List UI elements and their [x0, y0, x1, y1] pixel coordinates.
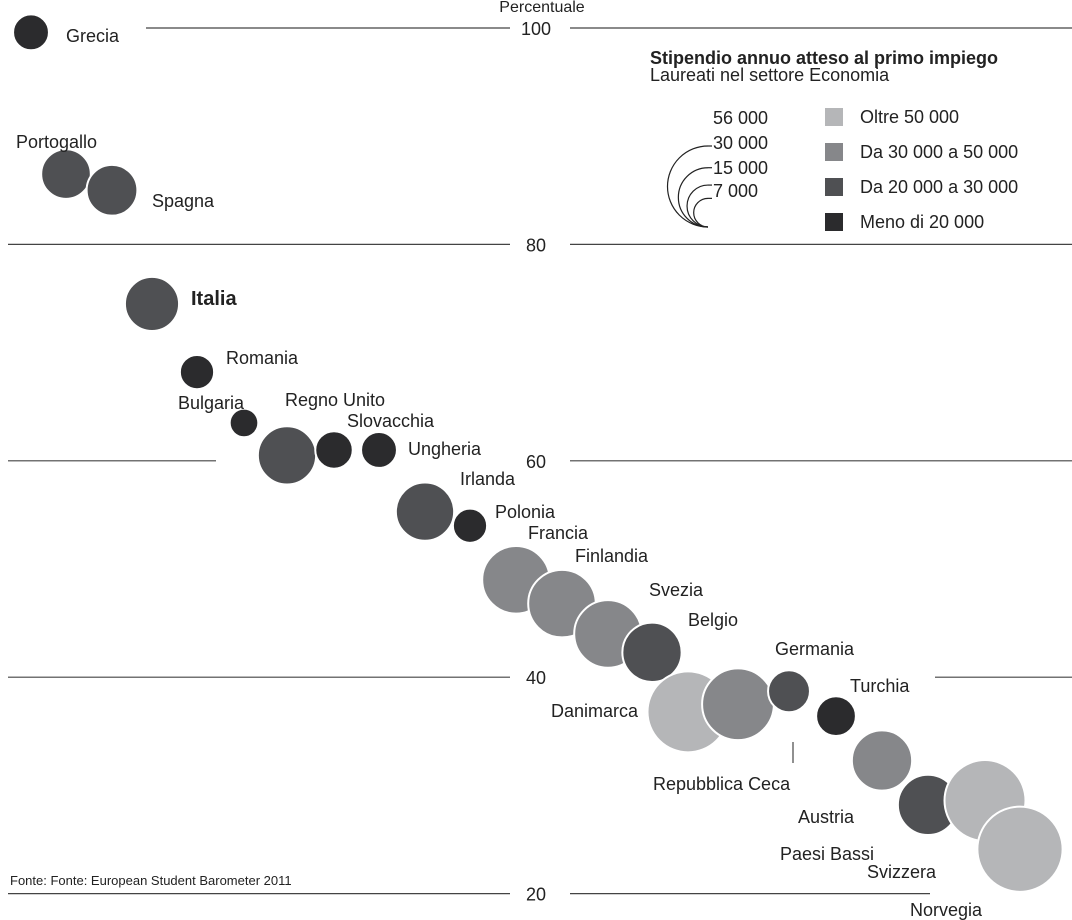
- color-legend-label-1: Oltre 50 000: [860, 107, 959, 127]
- size-legend-label-2: 30 000: [713, 133, 768, 153]
- color-swatch-2: [825, 143, 843, 161]
- color-legend-label-3: Da 20 000 a 30 000: [860, 177, 1018, 197]
- label-belgio: Belgio: [688, 610, 738, 630]
- y-tick-label-20: 20: [526, 885, 546, 905]
- color-swatch-4: [825, 213, 843, 231]
- bubble-germania: [701, 667, 775, 742]
- label-norvegia: Norvegia: [910, 900, 983, 920]
- bubble-portogallo: [40, 148, 92, 200]
- label-irlanda: Irlanda: [460, 469, 516, 489]
- label-ungheria: Ungheria: [408, 439, 482, 459]
- label-svizzera: Svizzera: [867, 862, 937, 882]
- label-austria: Austria: [798, 807, 855, 827]
- bubble-romania: [178, 353, 216, 391]
- source-note: Fonte: Fonte: European Student Barometer…: [10, 873, 292, 888]
- label-repubblica-ceca: Repubblica Ceca: [653, 774, 791, 794]
- bubble-grecia: [12, 13, 50, 52]
- size-legend-arc-2: [677, 167, 709, 228]
- label-svezia: Svezia: [649, 580, 704, 600]
- legend-subtitle: Laureati nel settore Economia: [650, 65, 890, 85]
- legend-title: Stipendio annuo atteso al primo impiego: [650, 48, 998, 68]
- label-slovacchia: Slovacchia: [347, 411, 435, 431]
- size-legend-arc-1: [666, 145, 709, 228]
- bubble-regno-unito: [256, 425, 318, 486]
- label-romania: Romania: [226, 348, 299, 368]
- bubble-norvegia: [976, 805, 1064, 893]
- bubble-repubblica-ceca: [767, 669, 811, 714]
- label-finlandia: Finlandia: [575, 546, 649, 566]
- bubble-irlanda: [394, 481, 456, 542]
- bubble-italia: [123, 275, 181, 332]
- label-polonia: Polonia: [495, 502, 556, 522]
- label-bulgaria: Bulgaria: [178, 393, 245, 413]
- y-axis-label: Percentuale: [499, 0, 584, 16]
- label-danimarca: Danimarca: [551, 701, 639, 721]
- color-legend-label-2: Da 30 000 a 50 000: [860, 142, 1018, 162]
- color-swatch-3: [825, 178, 843, 196]
- label-paesi-bassi: Paesi Bassi: [780, 844, 874, 864]
- bubble-bulgaria: [228, 407, 260, 439]
- label-portogallo: Portogallo: [16, 132, 97, 152]
- size-legend-arc-4: [693, 197, 709, 228]
- label-spagna: Spagna: [152, 191, 215, 211]
- size-legend-label-1: 56 000: [713, 108, 768, 128]
- bubble-polonia: [451, 507, 489, 544]
- bubble-turchia: [815, 695, 857, 738]
- size-legend-arc-3: [686, 184, 709, 228]
- label-italia: Italia: [191, 288, 237, 310]
- y-tick-label-100: 100: [521, 19, 551, 39]
- label-grecia: Grecia: [66, 26, 120, 46]
- bubble-ungheria: [360, 431, 398, 469]
- bubble-spagna: [85, 163, 139, 217]
- bubble-belgio: [621, 621, 683, 683]
- color-legend-label-4: Meno di 20 000: [860, 212, 984, 232]
- label-germania: Germania: [775, 639, 855, 659]
- y-tick-label-40: 40: [526, 668, 546, 688]
- label-turchia: Turchia: [850, 676, 910, 696]
- size-legend-label-3: 15 000: [713, 158, 768, 178]
- bubble-slovacchia: [314, 430, 354, 470]
- y-tick-label-60: 60: [526, 452, 546, 472]
- color-swatch-1: [825, 108, 843, 126]
- y-tick-label-80: 80: [526, 235, 546, 255]
- label-francia: Francia: [528, 523, 589, 543]
- label-regno-unito: Regno Unito: [285, 390, 385, 410]
- size-legend-label-4: 7 000: [713, 181, 758, 201]
- bubble-austria: [850, 729, 914, 792]
